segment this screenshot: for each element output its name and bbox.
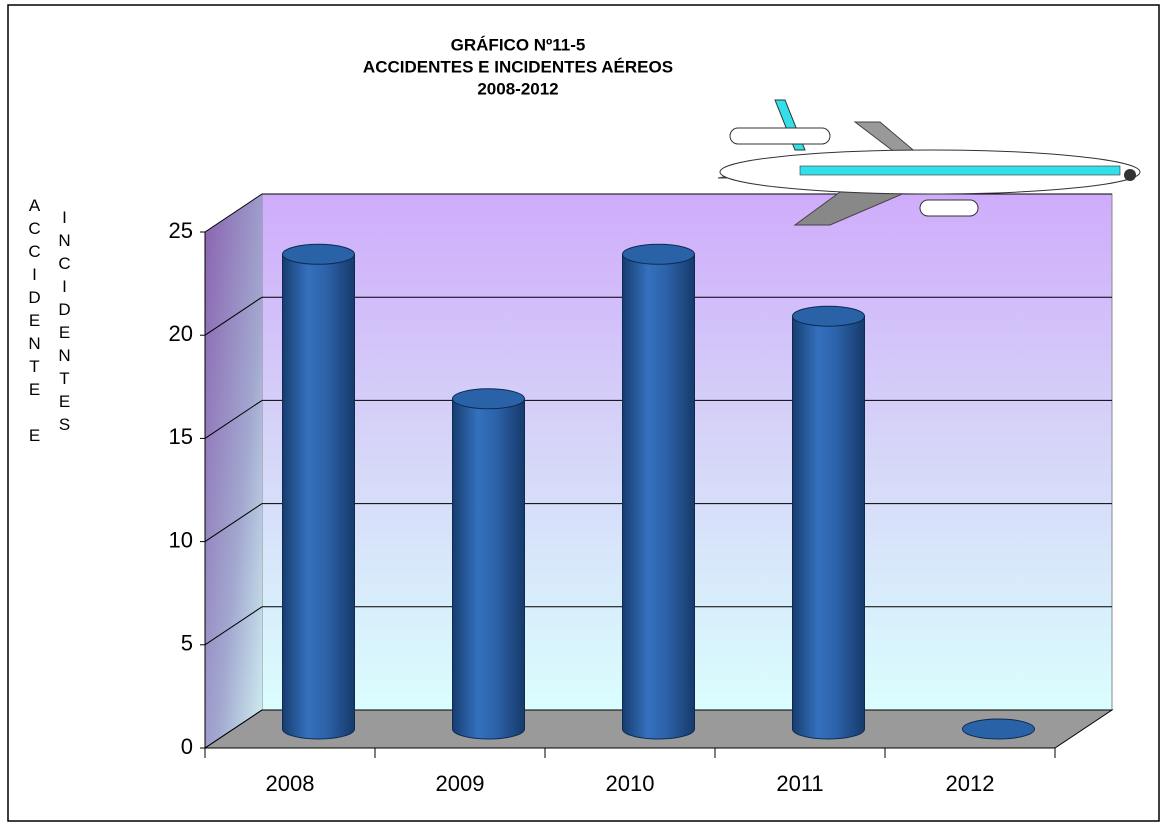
airplane bbox=[717, 99, 1141, 226]
x-tick-label: 2010 bbox=[606, 771, 655, 796]
title-line: ACCIDENTES E INCIDENTES AÉREOS bbox=[363, 57, 673, 76]
title: GRÁFICO Nº11-5 ACCIDENTES E INCIDENTES A… bbox=[363, 35, 673, 98]
y-tick-label: 15 bbox=[169, 424, 193, 449]
y-tick-label: 20 bbox=[169, 321, 193, 346]
bar bbox=[622, 253, 695, 740]
title-line: GRÁFICO Nº11-5 bbox=[451, 35, 586, 54]
grid-line bbox=[204, 606, 263, 646]
side-wall bbox=[205, 194, 262, 748]
bar-top bbox=[962, 718, 1035, 740]
bar-top bbox=[622, 243, 695, 265]
x-tick-label: 2011 bbox=[776, 771, 823, 796]
y-tick-label: 0 bbox=[181, 734, 193, 759]
y-tick-label: 25 bbox=[169, 218, 193, 243]
bar bbox=[792, 315, 865, 740]
grid-line bbox=[204, 503, 263, 543]
grid-line bbox=[204, 193, 263, 233]
grid-line bbox=[204, 399, 263, 439]
y-tick-label: 10 bbox=[169, 527, 193, 552]
y-axis-label: ACCIDENTE E bbox=[25, 196, 44, 449]
frame bbox=[7, 4, 1160, 822]
grid-line bbox=[204, 296, 263, 336]
bar bbox=[452, 398, 525, 740]
bar-top bbox=[452, 388, 525, 410]
x-tick-label: 2009 bbox=[436, 771, 485, 796]
x-tick-label: 2012 bbox=[946, 771, 995, 796]
bar-top bbox=[282, 243, 355, 265]
x-tick-label: 2008 bbox=[266, 771, 315, 796]
grid-line bbox=[204, 709, 263, 749]
y-axis-label: INCIDENTES bbox=[55, 208, 74, 438]
title-line: 2008-2012 bbox=[477, 79, 558, 98]
bar bbox=[282, 253, 355, 740]
bar-top bbox=[792, 305, 865, 327]
y-tick-label: 5 bbox=[181, 631, 193, 656]
